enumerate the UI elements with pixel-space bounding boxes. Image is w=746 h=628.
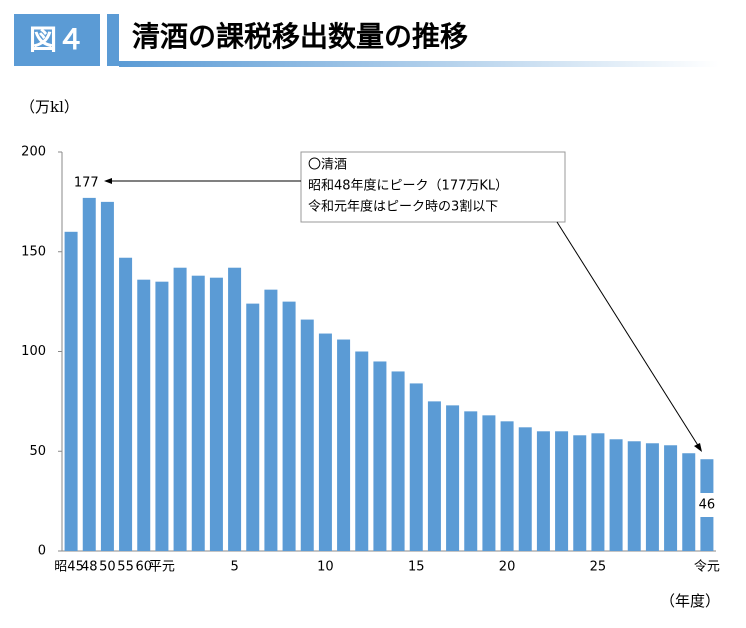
title-strip [107, 14, 119, 66]
data-label: 46 [699, 498, 716, 513]
bar [191, 275, 205, 551]
bar [573, 435, 587, 551]
bar [500, 421, 514, 551]
bar [246, 303, 260, 551]
data-label: 177 [74, 176, 99, 191]
bar [645, 443, 659, 551]
bar [82, 197, 96, 551]
x-tick-label: 15 [408, 560, 425, 575]
y-tick-label: 150 [21, 244, 46, 259]
annotation-line: 〇清酒 [308, 158, 347, 173]
y-tick-label: 200 [21, 145, 46, 160]
bar [482, 415, 496, 551]
y-tick-label: 100 [21, 344, 46, 359]
x-tick-label: 10 [317, 560, 334, 575]
bar [627, 441, 641, 551]
annotation-box [300, 151, 566, 223]
x-tick-label: 48 [81, 560, 98, 575]
arrowhead [104, 178, 112, 184]
bar [209, 277, 223, 551]
bar [155, 281, 169, 551]
bar [682, 453, 696, 551]
bar [391, 371, 405, 551]
bar [64, 231, 78, 552]
bar [409, 383, 423, 551]
x-tick-label: 昭45 [54, 560, 84, 575]
x-tick-label: 25 [590, 560, 607, 575]
bar [373, 361, 387, 551]
bar [664, 445, 678, 551]
arrowhead [694, 443, 702, 452]
figure-number: 図４ [29, 23, 85, 56]
bar [318, 333, 332, 551]
bar [264, 289, 278, 551]
bar [100, 201, 114, 551]
bar [300, 319, 314, 551]
data-label-bg [695, 493, 718, 517]
x-tick-label: 平元 [149, 560, 175, 575]
bar [137, 279, 151, 551]
x-tick-label: 60 [135, 560, 152, 575]
annotation-line: 令和元年度はピーク時の3割以下 [308, 199, 498, 215]
bar [173, 267, 187, 551]
bar [282, 301, 296, 551]
bar [464, 411, 478, 551]
arrow [556, 221, 700, 448]
y-tick-label: 0 [38, 544, 46, 559]
x-axis-label: （年度） [660, 592, 720, 610]
bar [609, 439, 623, 551]
bar [337, 339, 351, 551]
x-tick-label: 令元 [694, 560, 720, 575]
x-tick-label: 20 [499, 560, 516, 575]
bar [536, 431, 550, 551]
x-tick-label: 55 [117, 560, 134, 575]
x-tick-label: 50 [99, 560, 116, 575]
annotation-line: 昭和48年度にピーク（177万KL） [308, 178, 508, 194]
bar [518, 427, 532, 551]
title-underline [119, 61, 719, 67]
bar [228, 267, 242, 551]
bar [119, 257, 133, 551]
bar [355, 351, 369, 551]
y-tick-label: 50 [29, 444, 46, 459]
bar [427, 401, 441, 551]
bar [446, 405, 460, 551]
bar [591, 433, 605, 551]
title: 清酒の課税移出数量の推移 [132, 20, 468, 53]
figure-box [14, 14, 100, 66]
bar [555, 431, 569, 551]
x-tick-label: 5 [230, 560, 238, 575]
y-axis-label: （万kl） [20, 98, 79, 116]
